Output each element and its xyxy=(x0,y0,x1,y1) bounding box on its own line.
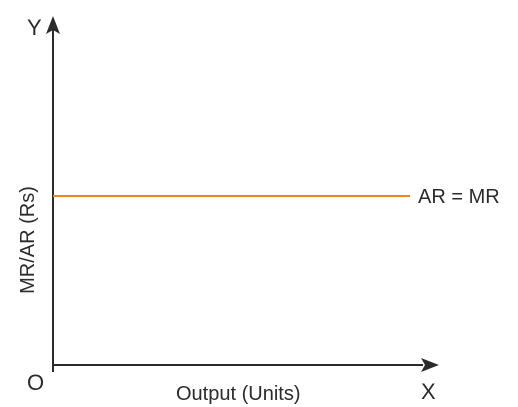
x-axis-arrowhead xyxy=(421,358,439,372)
origin-label: O xyxy=(27,370,44,395)
x-axis-title: Output (Units) xyxy=(176,383,300,405)
y-axis-title: MR/AR (Rs) xyxy=(17,186,39,294)
y-axis-arrowhead xyxy=(46,16,60,34)
curve-label: AR = MR xyxy=(418,186,500,208)
x-axis-letter: X xyxy=(421,379,436,404)
y-axis-letter: Y xyxy=(27,15,42,40)
